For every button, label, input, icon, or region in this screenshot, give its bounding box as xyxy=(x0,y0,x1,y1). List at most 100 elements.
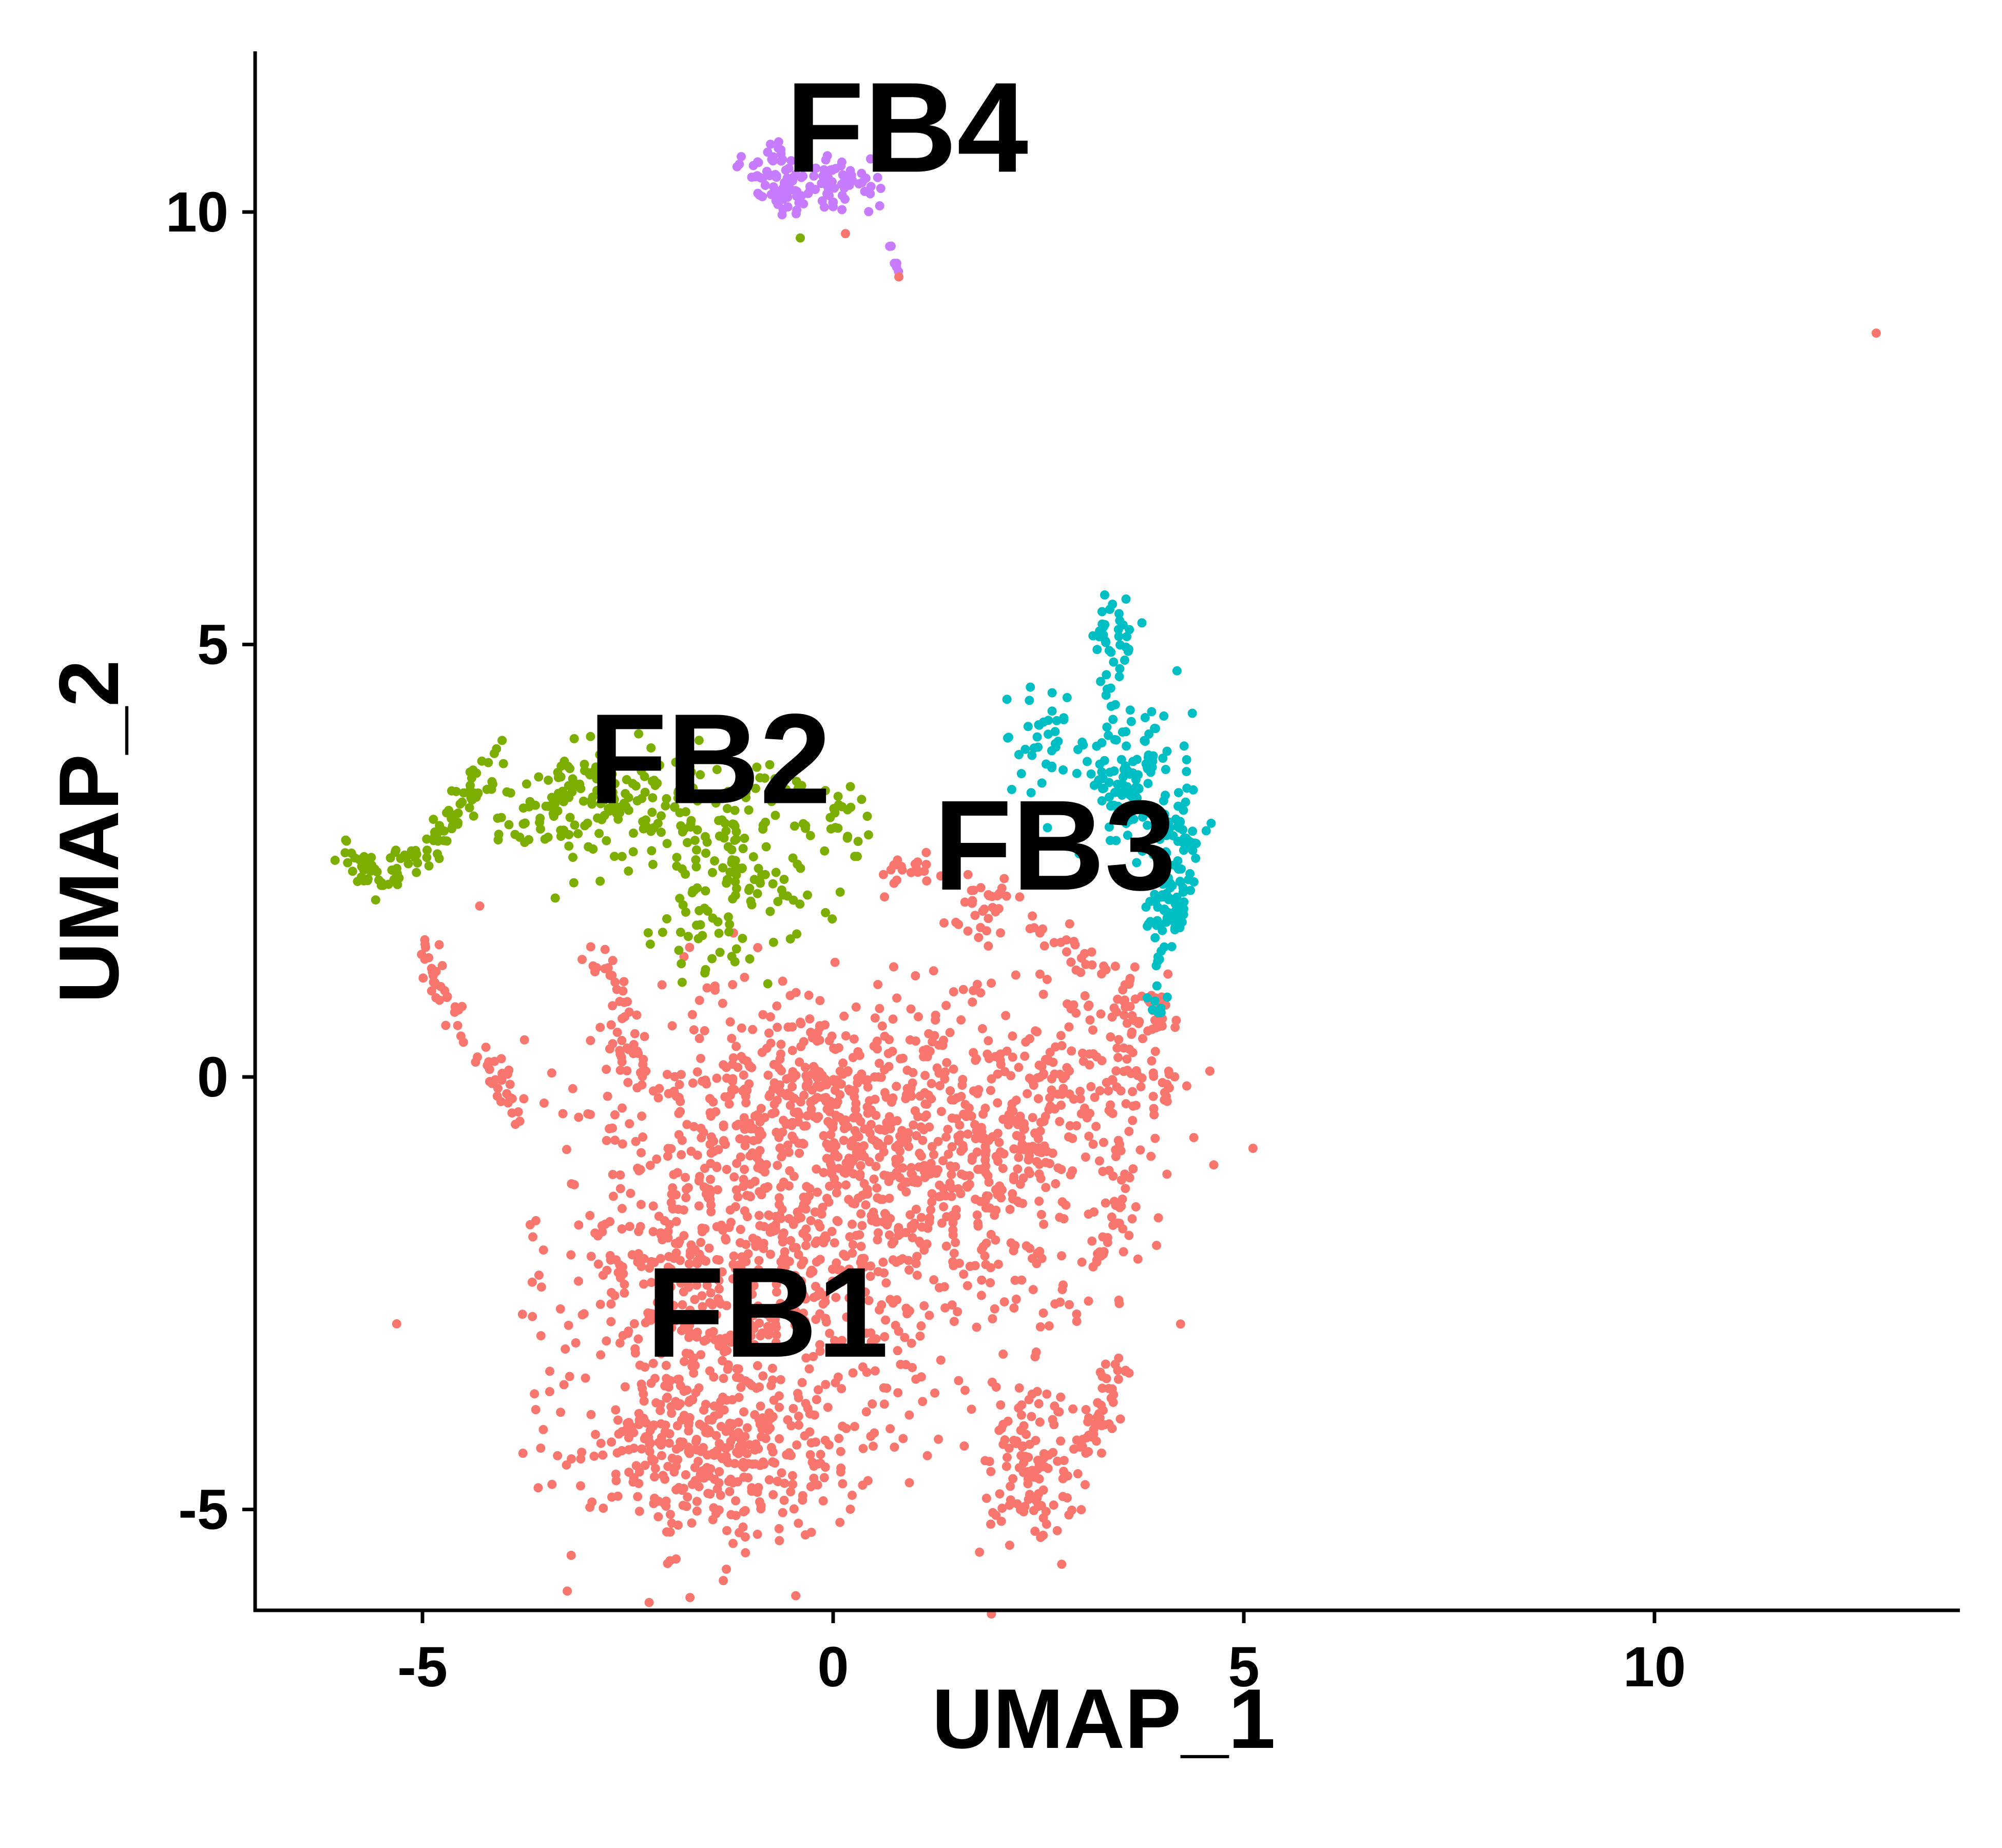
point-fb2 xyxy=(728,819,738,829)
point-fb1 xyxy=(704,1243,714,1253)
point-fb4 xyxy=(809,171,819,181)
point-fb1 xyxy=(1011,1294,1021,1304)
point-fb1 xyxy=(850,1421,859,1431)
point-fb2 xyxy=(805,831,815,840)
point-fb1 xyxy=(871,1162,881,1171)
point-fb1 xyxy=(645,1161,655,1170)
point-fb1 xyxy=(664,1438,674,1448)
point-fb3 xyxy=(1158,926,1167,935)
point-fb2 xyxy=(718,863,728,873)
point-fb1 xyxy=(708,1097,718,1107)
point-fb1 xyxy=(936,1107,946,1116)
point-fb1 xyxy=(848,1240,858,1249)
point-fb1 xyxy=(1119,1247,1128,1257)
point-fb1 xyxy=(1053,1089,1063,1099)
point-fb1 xyxy=(1101,965,1111,974)
point-fb1 xyxy=(904,1265,914,1275)
point-fb1 xyxy=(921,1110,931,1120)
point-fb1 xyxy=(1038,990,1048,999)
point-fb1 xyxy=(684,1418,694,1428)
point-fb1 xyxy=(844,1293,854,1303)
point-fb3 xyxy=(1206,818,1216,828)
point-fb1 xyxy=(620,1382,630,1392)
point-fb1 xyxy=(826,1130,836,1140)
point-fb1 xyxy=(763,1425,773,1435)
point-fb1 xyxy=(1009,1115,1018,1125)
point-fb1 xyxy=(1130,1016,1140,1026)
point-fb1 xyxy=(764,1210,774,1220)
point-fb1 xyxy=(782,1269,792,1279)
point-fb2 xyxy=(439,826,449,836)
point-fb1 xyxy=(764,1475,774,1485)
point-fb3 xyxy=(1138,846,1147,856)
point-fb2 xyxy=(378,880,388,890)
point-fb2 xyxy=(793,783,803,793)
point-fb3 xyxy=(1059,715,1069,724)
point-fb2 xyxy=(422,845,432,855)
point-fb1 xyxy=(815,996,825,1006)
point-fb1 xyxy=(684,1333,694,1342)
point-fb1 xyxy=(841,1031,851,1041)
point-fb1 xyxy=(784,1181,794,1191)
point-fb1 xyxy=(667,1409,677,1418)
point-fb1 xyxy=(1023,1089,1032,1099)
point-fb2 xyxy=(662,839,672,849)
point-fb1 xyxy=(947,1113,957,1123)
point-fb1 xyxy=(555,1304,565,1314)
point-fb1 xyxy=(644,1597,654,1607)
point-fb1 xyxy=(845,1162,854,1171)
point-fb1 xyxy=(1127,1027,1137,1037)
point-fb3 xyxy=(1187,708,1197,718)
point-fb2 xyxy=(725,919,735,929)
point-fb1 xyxy=(894,1326,903,1336)
point-fb1 xyxy=(941,1132,951,1142)
point-fb1 xyxy=(935,1081,945,1090)
point-fb1 xyxy=(668,1183,678,1192)
point-fb1 xyxy=(866,1328,876,1338)
point-fb1 xyxy=(1034,1169,1044,1179)
point-fb1 xyxy=(1056,1031,1066,1041)
x-tick-label: 10 xyxy=(1623,1635,1686,1699)
point-fb1 xyxy=(718,1392,727,1402)
point-fb1 xyxy=(1162,1096,1172,1106)
point-fb1 xyxy=(705,1366,715,1376)
point-fb1 xyxy=(667,1021,677,1031)
point-fb1 xyxy=(704,1415,714,1424)
point-fb1 xyxy=(984,1036,993,1046)
point-fb1 xyxy=(1045,1093,1054,1103)
point-fb1 xyxy=(841,1180,851,1190)
point-fb1 xyxy=(1048,1415,1057,1424)
point-fb1 xyxy=(1056,1165,1066,1175)
point-fb1 xyxy=(435,995,445,1005)
point-fb1 xyxy=(586,942,595,952)
point-fb1 xyxy=(1248,1144,1258,1153)
point-fb2 xyxy=(711,798,721,808)
point-fb1 xyxy=(1002,1461,1011,1471)
point-fb1 xyxy=(984,914,993,923)
point-fb1 xyxy=(675,1080,684,1089)
point-fb2 xyxy=(798,819,808,829)
point-fb2 xyxy=(688,886,698,895)
point-fb1 xyxy=(633,1334,643,1344)
point-fb1 xyxy=(836,1467,845,1477)
point-fb1 xyxy=(804,1364,814,1374)
point-fb1 xyxy=(576,1481,585,1491)
point-fb1 xyxy=(854,1290,863,1300)
point-fb3 xyxy=(1119,815,1128,825)
point-fb2 xyxy=(853,837,863,846)
point-fb1 xyxy=(667,1518,677,1528)
point-fb3 xyxy=(1161,765,1170,774)
point-fb1 xyxy=(664,1252,673,1261)
point-fb1 xyxy=(831,1293,841,1302)
point-fb1 xyxy=(692,1280,702,1290)
point-fb1 xyxy=(418,973,428,983)
point-fb1 xyxy=(772,1330,781,1340)
point-fb1 xyxy=(690,1462,700,1472)
point-fb2 xyxy=(701,849,710,858)
point-fb1 xyxy=(737,1052,746,1062)
point-fb1 xyxy=(608,1001,618,1011)
point-fb1 xyxy=(922,1239,932,1249)
point-fb1 xyxy=(747,1381,757,1391)
point-fb1 xyxy=(612,1028,622,1037)
point-fb1 xyxy=(918,1397,928,1407)
